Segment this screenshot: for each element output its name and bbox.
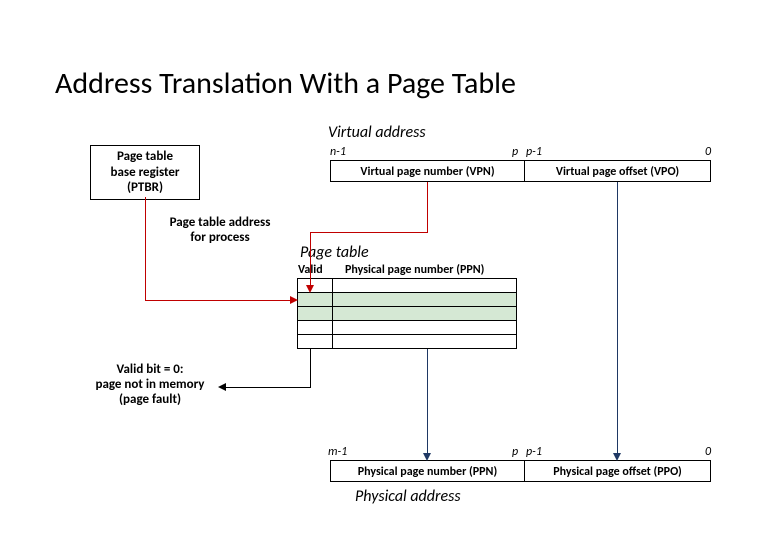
pf-line-down bbox=[310, 349, 311, 387]
ptbr-box: Page table base register (PTBR) bbox=[90, 145, 200, 200]
pf-line-left bbox=[225, 387, 311, 388]
ppn-arrow bbox=[423, 453, 431, 461]
vpn-down-1 bbox=[427, 182, 428, 232]
vpn-arrow bbox=[306, 285, 314, 293]
page-title: Address Translation With a Page Table bbox=[55, 65, 516, 102]
vpn-across bbox=[310, 232, 428, 233]
pt-ppn-1 bbox=[332, 292, 517, 307]
pt-addr-line2: for process bbox=[150, 230, 290, 245]
pt-addr-label: Page table address for process bbox=[150, 215, 290, 245]
pa-bit-p: p bbox=[512, 445, 518, 459]
pt-ppn-4 bbox=[332, 334, 517, 349]
va-bit-p1: p-1 bbox=[526, 145, 542, 159]
ptbr-line3: (PTBR) bbox=[95, 180, 195, 196]
pt-valid-2 bbox=[297, 306, 333, 321]
pf-arrow bbox=[218, 383, 226, 391]
pf-line1: Valid bit = 0: bbox=[75, 362, 225, 377]
va-bit-n1: n-1 bbox=[330, 145, 346, 159]
ptbr-line1: Page table bbox=[95, 149, 195, 165]
va-bit-0: 0 bbox=[705, 145, 711, 159]
pf-line3: (page fault) bbox=[75, 392, 225, 407]
pf-line2: page not in memory bbox=[75, 377, 225, 392]
ptbr-arrow bbox=[290, 296, 298, 304]
ppn-field: Physical page number (PPN) bbox=[330, 460, 525, 482]
pt-valid-4 bbox=[297, 334, 333, 349]
vpn-down-2 bbox=[310, 232, 311, 287]
vpo-field: Virtual page offset (VPO) bbox=[524, 160, 711, 182]
pt-ppn-3 bbox=[332, 320, 517, 335]
pt-addr-line1: Page table address bbox=[150, 215, 290, 230]
pagefault-label: Valid bit = 0: page not in memory (page … bbox=[75, 362, 225, 407]
ptbr-line2: base register bbox=[95, 165, 195, 181]
physical-address-caption: Physical address bbox=[355, 487, 461, 506]
virtual-address-caption: Virtual address bbox=[328, 123, 426, 142]
ptbr-line-right bbox=[145, 300, 292, 301]
pt-valid-0 bbox=[297, 278, 333, 293]
ppo-field: Physical page offset (PPO) bbox=[524, 460, 711, 482]
ptbr-line-down bbox=[145, 197, 146, 300]
pa-bit-0: 0 bbox=[705, 445, 711, 459]
vpo-arrow bbox=[613, 453, 621, 461]
pt-valid-1 bbox=[297, 292, 333, 307]
ppn-line-down bbox=[427, 349, 428, 455]
pa-bit-m1: m-1 bbox=[328, 445, 347, 459]
vpn-field: Virtual page number (VPN) bbox=[330, 160, 525, 182]
ppn-header: Physical page number (PPN) bbox=[345, 263, 484, 277]
pt-ppn-0 bbox=[332, 278, 517, 293]
pt-ppn-2 bbox=[332, 306, 517, 321]
pt-valid-3 bbox=[297, 320, 333, 335]
pa-bit-p1: p-1 bbox=[526, 445, 542, 459]
vpo-line-down bbox=[617, 182, 618, 455]
va-bit-p: p bbox=[512, 145, 518, 159]
